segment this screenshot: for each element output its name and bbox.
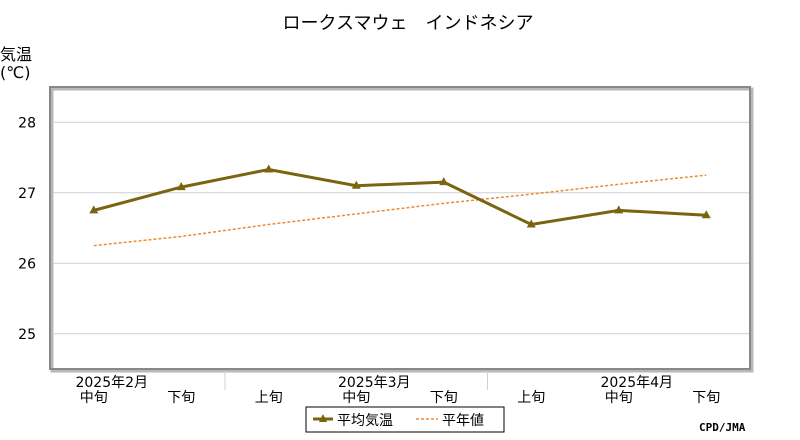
y-tick-label: 26	[18, 256, 36, 272]
data-point	[89, 205, 99, 214]
series-average-line	[93, 167, 707, 227]
data-point	[614, 205, 624, 214]
data-point	[351, 180, 361, 189]
series-normal	[93, 174, 707, 247]
month-label: 2025年3月	[338, 375, 411, 391]
x-tick-label: 中旬	[80, 390, 108, 406]
data-point	[176, 182, 186, 191]
legend-average-marker	[319, 414, 327, 422]
x-tick-label: 上旬	[517, 390, 545, 406]
plot-frame-shadow	[50, 87, 754, 373]
y-tick-label: 25	[18, 327, 36, 343]
x-tick-label: 上旬	[255, 390, 283, 406]
legend-box	[305, 406, 505, 433]
month-label: 2025年4月	[600, 375, 673, 391]
x-tick-label: 中旬	[605, 390, 633, 406]
data-point	[526, 219, 536, 228]
x-tick-label: 下旬	[692, 390, 720, 406]
legend-normal-label: 平年値	[442, 413, 484, 429]
y-tick-label: 27	[18, 186, 36, 202]
data-point	[439, 177, 449, 186]
chart-title: ロークスマウェ インドネシア	[283, 13, 534, 34]
x-axis: 中旬 下旬 上旬 中旬 下旬 上旬 中旬 下旬 2025年2月 2025年3月 2025年4月	[75, 371, 720, 406]
grid-lines	[50, 121, 750, 335]
data-point	[701, 210, 711, 219]
x-tick-label: 中旬	[342, 390, 370, 406]
y-tick-label: 28	[18, 115, 36, 131]
data-point	[264, 164, 274, 173]
series-normal-line	[93, 174, 707, 247]
y-axis-label: 気温	[0, 45, 32, 64]
legend-average-label: 平均気温	[337, 413, 393, 429]
series-average	[89, 164, 711, 228]
y-axis-unit: (℃)	[0, 63, 30, 82]
credit: CPD/JMA	[699, 421, 746, 434]
x-tick-label: 下旬	[430, 390, 458, 406]
month-label: 2025年2月	[75, 375, 148, 391]
y-tick-labels: 25 26 27 28	[18, 115, 36, 343]
plot-frame	[49, 86, 751, 370]
legend: 平均気温 平年値	[305, 406, 505, 433]
x-tick-label: 下旬	[167, 390, 195, 406]
